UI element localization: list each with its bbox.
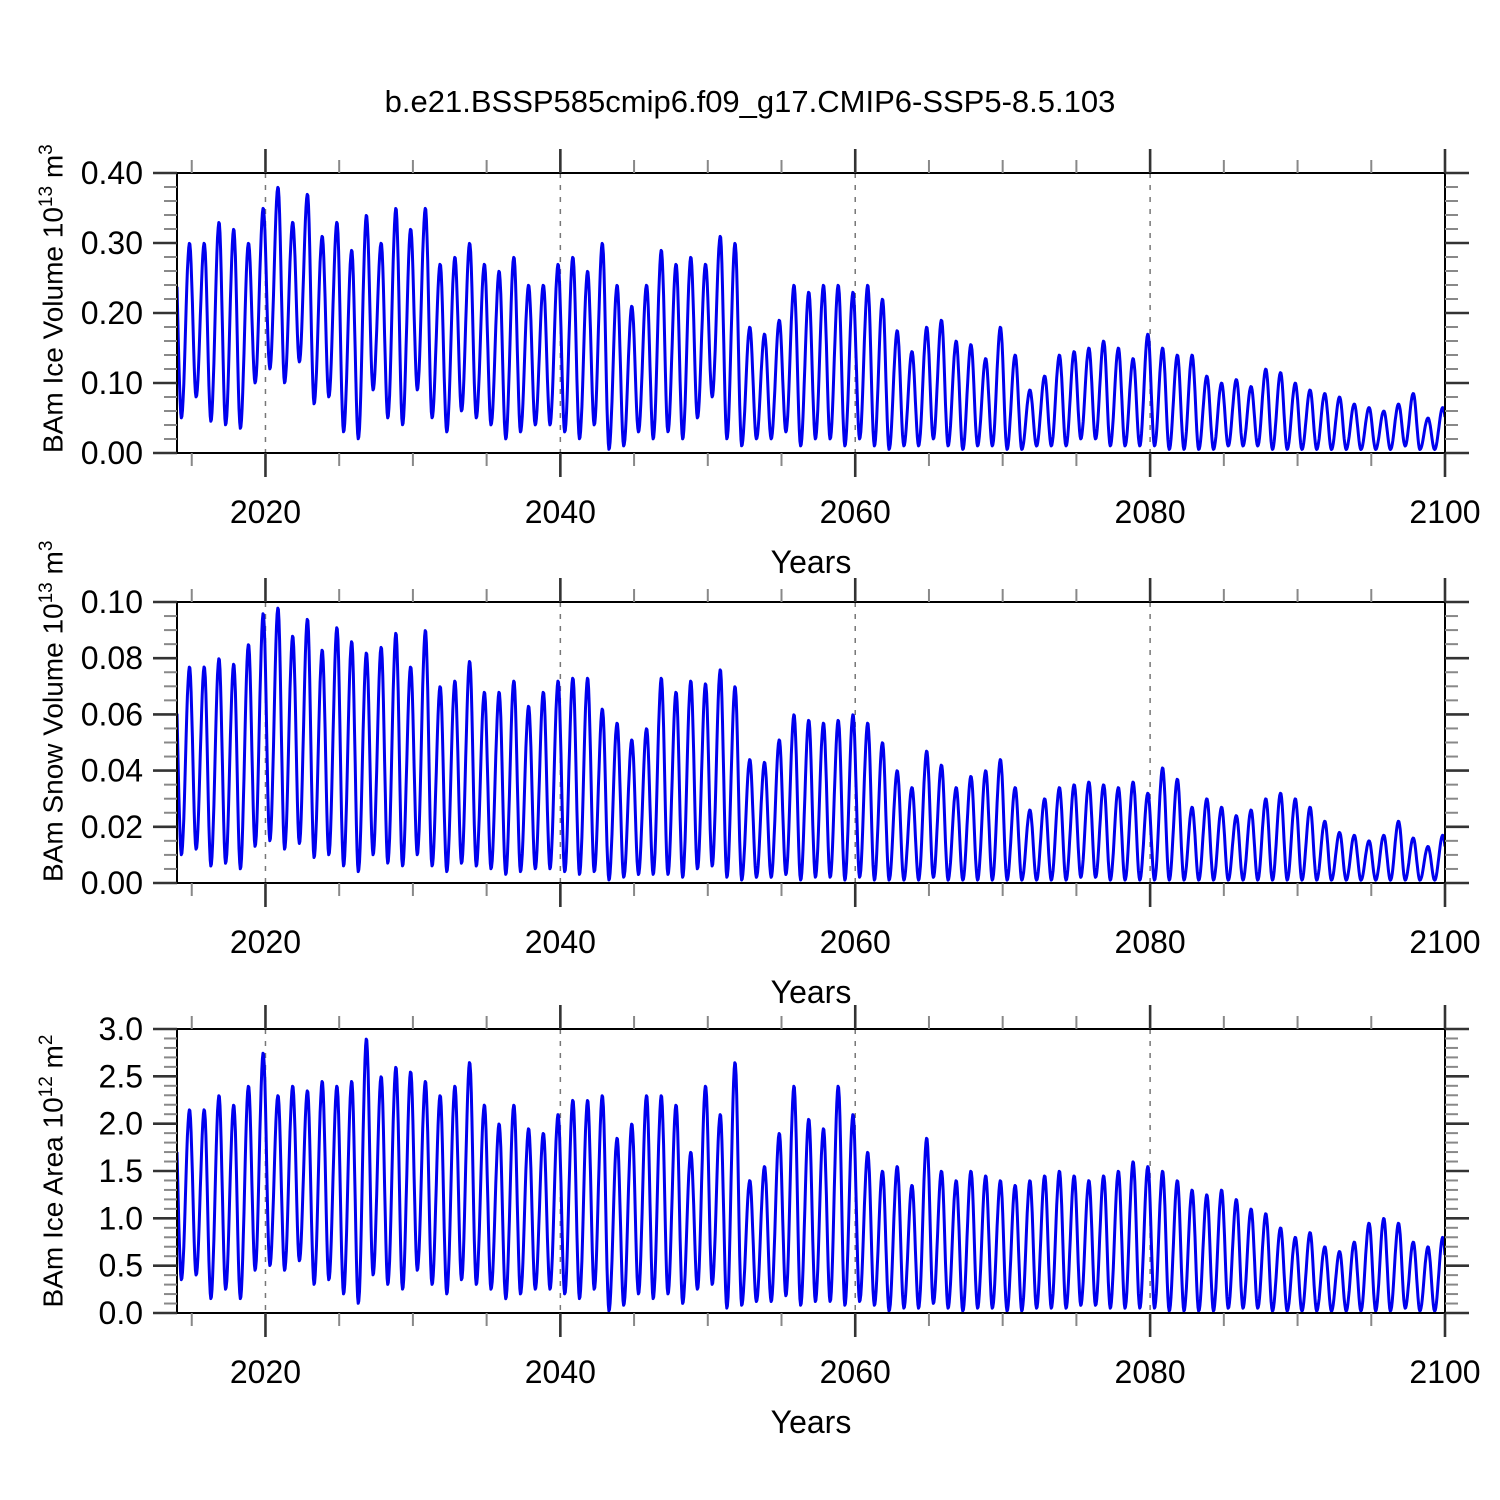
y-tick-label: 0.0 bbox=[99, 1295, 143, 1331]
x-tick-label: 2040 bbox=[525, 1354, 596, 1390]
y-tick-label: 1.5 bbox=[99, 1153, 143, 1189]
x-axis-title: Years bbox=[771, 544, 852, 580]
y-tick-label: 0.02 bbox=[81, 809, 143, 845]
y-tick-label: 0.00 bbox=[81, 435, 143, 471]
x-tick-label: 2100 bbox=[1409, 494, 1480, 530]
x-tick-label: 2040 bbox=[525, 494, 596, 530]
x-tick-label: 2100 bbox=[1409, 1354, 1480, 1390]
y-tick-label: 2.0 bbox=[99, 1106, 143, 1142]
x-axis-title: Years bbox=[771, 974, 852, 1010]
y-tick-label: 0.40 bbox=[81, 155, 143, 191]
x-tick-label: 2080 bbox=[1115, 494, 1186, 530]
x-tick-label: 2060 bbox=[820, 924, 891, 960]
series-line bbox=[177, 1037, 1445, 1313]
x-tick-label: 2020 bbox=[230, 924, 301, 960]
y-tick-label: 0.06 bbox=[81, 696, 143, 732]
y-tick-label: 0.10 bbox=[81, 584, 143, 620]
y-tick-label: 0.20 bbox=[81, 295, 143, 331]
x-tick-label: 2020 bbox=[230, 494, 301, 530]
y-tick-label: 0.30 bbox=[81, 225, 143, 261]
y-tick-label: 0.5 bbox=[99, 1248, 143, 1284]
x-tick-label: 2060 bbox=[820, 1354, 891, 1390]
series-line bbox=[177, 606, 1445, 882]
x-tick-label: 2040 bbox=[525, 924, 596, 960]
x-tick-label: 2020 bbox=[230, 1354, 301, 1390]
series-line bbox=[177, 185, 1445, 451]
y-tick-label: 1.0 bbox=[99, 1200, 143, 1236]
y-tick-label: 0.04 bbox=[81, 753, 143, 789]
x-tick-label: 2060 bbox=[820, 494, 891, 530]
y-tick-label: 0.08 bbox=[81, 640, 143, 676]
y-tick-label: 3.0 bbox=[99, 1011, 143, 1047]
x-tick-label: 2080 bbox=[1115, 1354, 1186, 1390]
x-tick-label: 2100 bbox=[1409, 924, 1480, 960]
y-tick-label: 0.00 bbox=[81, 865, 143, 901]
y-tick-label: 0.10 bbox=[81, 365, 143, 401]
x-tick-label: 2080 bbox=[1115, 924, 1186, 960]
chart-title: b.e21.BSSP585cmip6.f09_g17.CMIP6-SSP5-8.… bbox=[384, 84, 1116, 119]
y-tick-label: 2.5 bbox=[99, 1058, 143, 1094]
x-axis-title: Years bbox=[771, 1404, 852, 1440]
